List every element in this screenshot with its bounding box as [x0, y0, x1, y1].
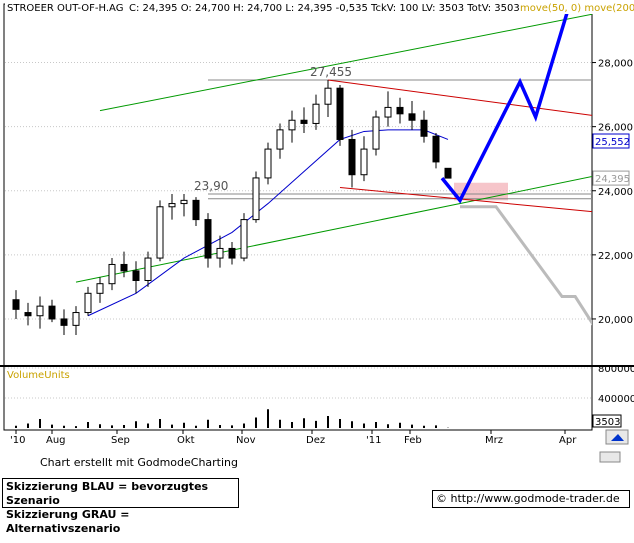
annotation-high: 27,455 [310, 65, 352, 79]
candle-body [168, 203, 176, 208]
candle-body [192, 199, 200, 221]
volume-label: VolumeUnits [7, 370, 70, 381]
candle-body [432, 135, 440, 163]
candle-body [48, 305, 56, 320]
candle-body [372, 116, 380, 150]
candle-body [228, 247, 236, 259]
price-tag-label: 24,395 [595, 174, 630, 185]
annotation-low: 23,90 [194, 179, 228, 193]
grey-scenario-path [460, 205, 592, 326]
x-tick-label: Dez [306, 435, 325, 446]
candle-body [120, 263, 128, 272]
candle-body [36, 305, 44, 317]
price-tick-label: 26,000 [598, 123, 633, 134]
channel-line-red [327, 79, 592, 116]
candle-body [72, 312, 80, 326]
x-tick-label: Mrz [485, 435, 503, 446]
trend-channels [75, 13, 592, 283]
price-tags: 25,552 24,395 [592, 133, 630, 186]
candle-body [336, 87, 344, 140]
price-tick-label: 28,000 [598, 59, 633, 70]
annotations: 27,455 23,90 [194, 65, 352, 193]
candle-body [240, 219, 248, 259]
candle-body [204, 219, 212, 259]
candle-body [288, 119, 296, 131]
candle-body [108, 263, 116, 285]
ma50-line [87, 129, 449, 317]
x-tick-label: Sep [111, 435, 130, 446]
price-tag-label: 25,552 [595, 137, 630, 148]
volume-last-label: 3503 [595, 417, 620, 428]
candle-body [276, 129, 284, 150]
channel-line-green [75, 176, 592, 283]
candle-body [264, 148, 272, 179]
volume-axis: 400000 800000 3503 [5, 364, 634, 428]
price-tick-label: 20,000 [598, 315, 633, 326]
header-ohlc: C: 24,395 O: 24,700 H: 24,700 L: 24,395 … [129, 3, 520, 14]
scenario-legend-grey: Skizzierung GRAU = Alternativszenario [6, 508, 130, 535]
volume-tick-label: 400000 [598, 394, 634, 405]
header-symbol: STROEER OUT-OF-H.AG [7, 3, 123, 14]
candle-body [156, 206, 164, 259]
candle-body [396, 106, 404, 115]
x-tick-label: Nov [236, 435, 256, 446]
candle-body [96, 283, 104, 294]
candle-body [180, 199, 188, 205]
x-tick-label: '11 [366, 435, 381, 446]
candle-body [216, 247, 224, 259]
blue-scenario-path [440, 6, 592, 204]
candle-body [360, 148, 368, 176]
volume-bars [15, 409, 449, 428]
candle-body [312, 103, 320, 124]
candle-body [132, 270, 140, 281]
candle-body [252, 177, 260, 221]
header-ma-legend: move(50, 0) move(200, 0) [520, 3, 634, 14]
candle-body [348, 138, 356, 176]
candle-body [300, 119, 308, 124]
x-tick-label: Aug [46, 435, 66, 446]
source-url[interactable]: © http://www.godmode-trader.de [432, 490, 630, 508]
candle-body [60, 318, 68, 326]
candle-body [408, 113, 416, 121]
candle-body [12, 299, 20, 310]
chart-credit: Chart erstellt mit GodmodeCharting [40, 456, 238, 469]
candle-body [420, 119, 428, 137]
volume-tick-label: 800000 [598, 364, 634, 375]
x-tick-label: '10 [10, 435, 25, 446]
price-tag [592, 133, 630, 149]
price-tick-label: 24,000 [598, 187, 633, 198]
x-axis: '10 Aug Sep Okt Nov Dez '11 Feb Mrz Apr [10, 430, 577, 446]
volume-last-tag [592, 414, 622, 428]
horizontal-levels [208, 79, 592, 200]
price-tag [592, 170, 630, 186]
candle-body [384, 106, 392, 118]
price-axis: 20,00022,00024,00026,00028,00030,00032,0… [592, 0, 633, 326]
candles [12, 80, 452, 335]
candle-body [444, 167, 452, 179]
nav-arrow-icon [611, 434, 624, 441]
x-tick-label: Apr [559, 435, 577, 446]
candle-body [24, 312, 32, 317]
x-tick-label: Feb [404, 435, 422, 446]
candle-body [84, 292, 92, 314]
chart-icons [599, 429, 629, 463]
scenario-legend-blue: Skizzierung BLAU = bevorzugtes Szenario [6, 480, 209, 507]
x-tick-label: Okt [177, 435, 195, 446]
candle-body [144, 257, 152, 281]
price-tick-label: 22,000 [598, 251, 633, 262]
channel-line-red [339, 187, 592, 213]
candle-body [324, 87, 332, 105]
channel-line-green [99, 13, 592, 112]
scenario-legend: Skizzierung BLAU = bevorzugtes Szenario … [2, 478, 239, 535]
header-background [5, 0, 634, 14]
